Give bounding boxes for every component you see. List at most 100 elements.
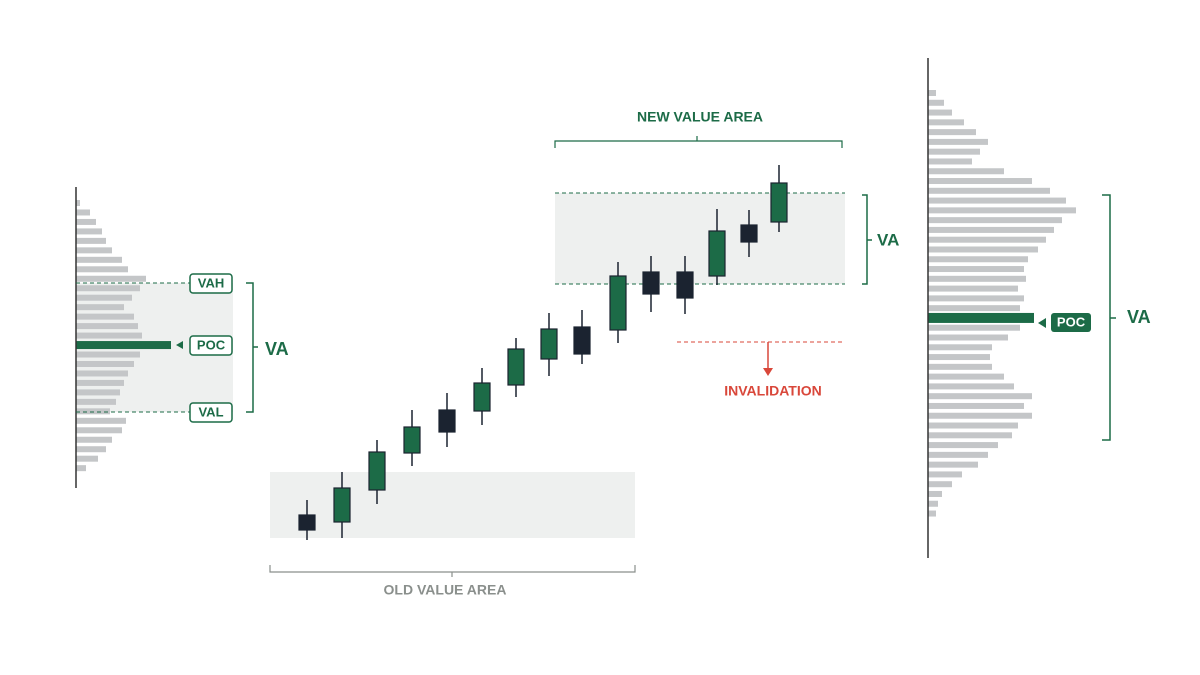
profile-bar	[928, 178, 1032, 185]
new-va-bracket	[554, 136, 843, 148]
profile-bar	[928, 275, 1026, 282]
profile-bar	[76, 304, 124, 311]
profile-bar	[928, 412, 1032, 419]
profile-bar	[928, 119, 964, 126]
profile-bar	[928, 334, 1008, 341]
right-profile-bars	[928, 90, 1076, 517]
profile-bar	[928, 422, 1018, 429]
profile-bar	[928, 373, 1004, 380]
profile-bar	[928, 207, 1076, 214]
profile-bar	[928, 510, 936, 517]
profile-bar	[928, 402, 1024, 409]
profile-bar	[928, 305, 1020, 312]
profile-bar	[76, 247, 112, 254]
profile-bar	[928, 324, 1020, 331]
profile-bar	[76, 360, 134, 367]
profile-bar	[76, 256, 122, 263]
profile-bar	[76, 313, 134, 320]
profile-bar	[928, 442, 998, 449]
poc-label: POC	[197, 337, 226, 352]
profile-bar	[928, 481, 952, 488]
profile-bar	[76, 417, 126, 424]
new-va-side-label: VA	[877, 230, 899, 249]
poc-bar	[76, 341, 171, 350]
vah-label: VAH	[198, 275, 224, 290]
profile-bar	[928, 344, 992, 351]
profile-bar	[928, 256, 1028, 263]
invalidation-label: INVALIDATION	[724, 383, 821, 399]
profile-bar	[928, 129, 976, 136]
profile-bar	[76, 465, 86, 472]
profile-bar	[76, 455, 98, 462]
profile-bar	[928, 246, 1038, 253]
profile-bar	[928, 500, 938, 507]
right-poc-box	[1051, 313, 1091, 332]
profile-bar	[76, 200, 80, 206]
candle-body	[403, 426, 421, 454]
new-value-area	[555, 193, 845, 284]
poc-arrow	[176, 341, 183, 349]
profile-bar	[928, 383, 1014, 390]
profile-bar	[76, 398, 116, 405]
profile-bar	[76, 446, 106, 453]
profile-bar	[76, 228, 102, 235]
profile-bar	[76, 436, 112, 443]
profile-bar	[928, 295, 1024, 302]
profile-bar	[928, 109, 952, 116]
candle-body	[368, 451, 386, 491]
profile-bar	[928, 99, 944, 106]
profile-bar	[76, 218, 96, 225]
profile-bar	[928, 393, 1032, 400]
profile-bar	[76, 209, 90, 216]
profile-bar	[928, 432, 1012, 439]
candle-body	[708, 230, 726, 277]
profile-bar	[928, 90, 936, 96]
val-box	[189, 402, 233, 423]
profile-bar	[76, 351, 140, 358]
profile-bar	[928, 266, 1024, 273]
va-bracket	[246, 282, 258, 413]
vah-box	[189, 273, 233, 294]
candle-body	[573, 326, 591, 355]
val-label: VAL	[198, 404, 223, 419]
old-value-area	[270, 472, 635, 538]
profile-bar	[76, 427, 122, 434]
candle-body	[609, 275, 627, 331]
poc-bar	[928, 312, 1034, 323]
candle-body	[333, 487, 351, 523]
profile-bar	[76, 379, 124, 386]
candle-body	[676, 271, 694, 299]
right-va-label: VA	[1127, 307, 1151, 327]
profile-bar	[928, 285, 1018, 292]
candles	[298, 165, 788, 540]
poc-box	[189, 335, 233, 356]
candle-body	[298, 514, 316, 531]
right-va-bracket	[1102, 194, 1116, 441]
new-va-side-bracket	[862, 194, 872, 285]
candle-body	[740, 224, 758, 243]
va-label: VA	[265, 339, 289, 359]
profile-bar	[928, 168, 1004, 175]
profile-bar	[928, 471, 962, 478]
profile-bar	[76, 323, 138, 330]
profile-bar	[76, 389, 120, 396]
profile-bar	[928, 461, 978, 468]
profile-bar	[928, 451, 988, 458]
candle-body	[642, 271, 660, 295]
profile-bar	[76, 332, 142, 339]
profile-bar	[928, 148, 980, 155]
profile-bar	[76, 285, 140, 292]
candle-body	[438, 409, 456, 433]
left-profile-bars	[76, 200, 171, 472]
profile-bar	[928, 158, 972, 165]
profile-bar	[928, 236, 1046, 243]
profile-bar	[928, 138, 988, 145]
candle-body	[473, 382, 491, 412]
profile-bar	[76, 294, 132, 301]
profile-bar	[928, 354, 990, 361]
profile-bar	[76, 370, 128, 377]
old-va-bracket	[269, 565, 636, 577]
profile-bar	[928, 197, 1066, 204]
candle-body	[540, 328, 558, 360]
